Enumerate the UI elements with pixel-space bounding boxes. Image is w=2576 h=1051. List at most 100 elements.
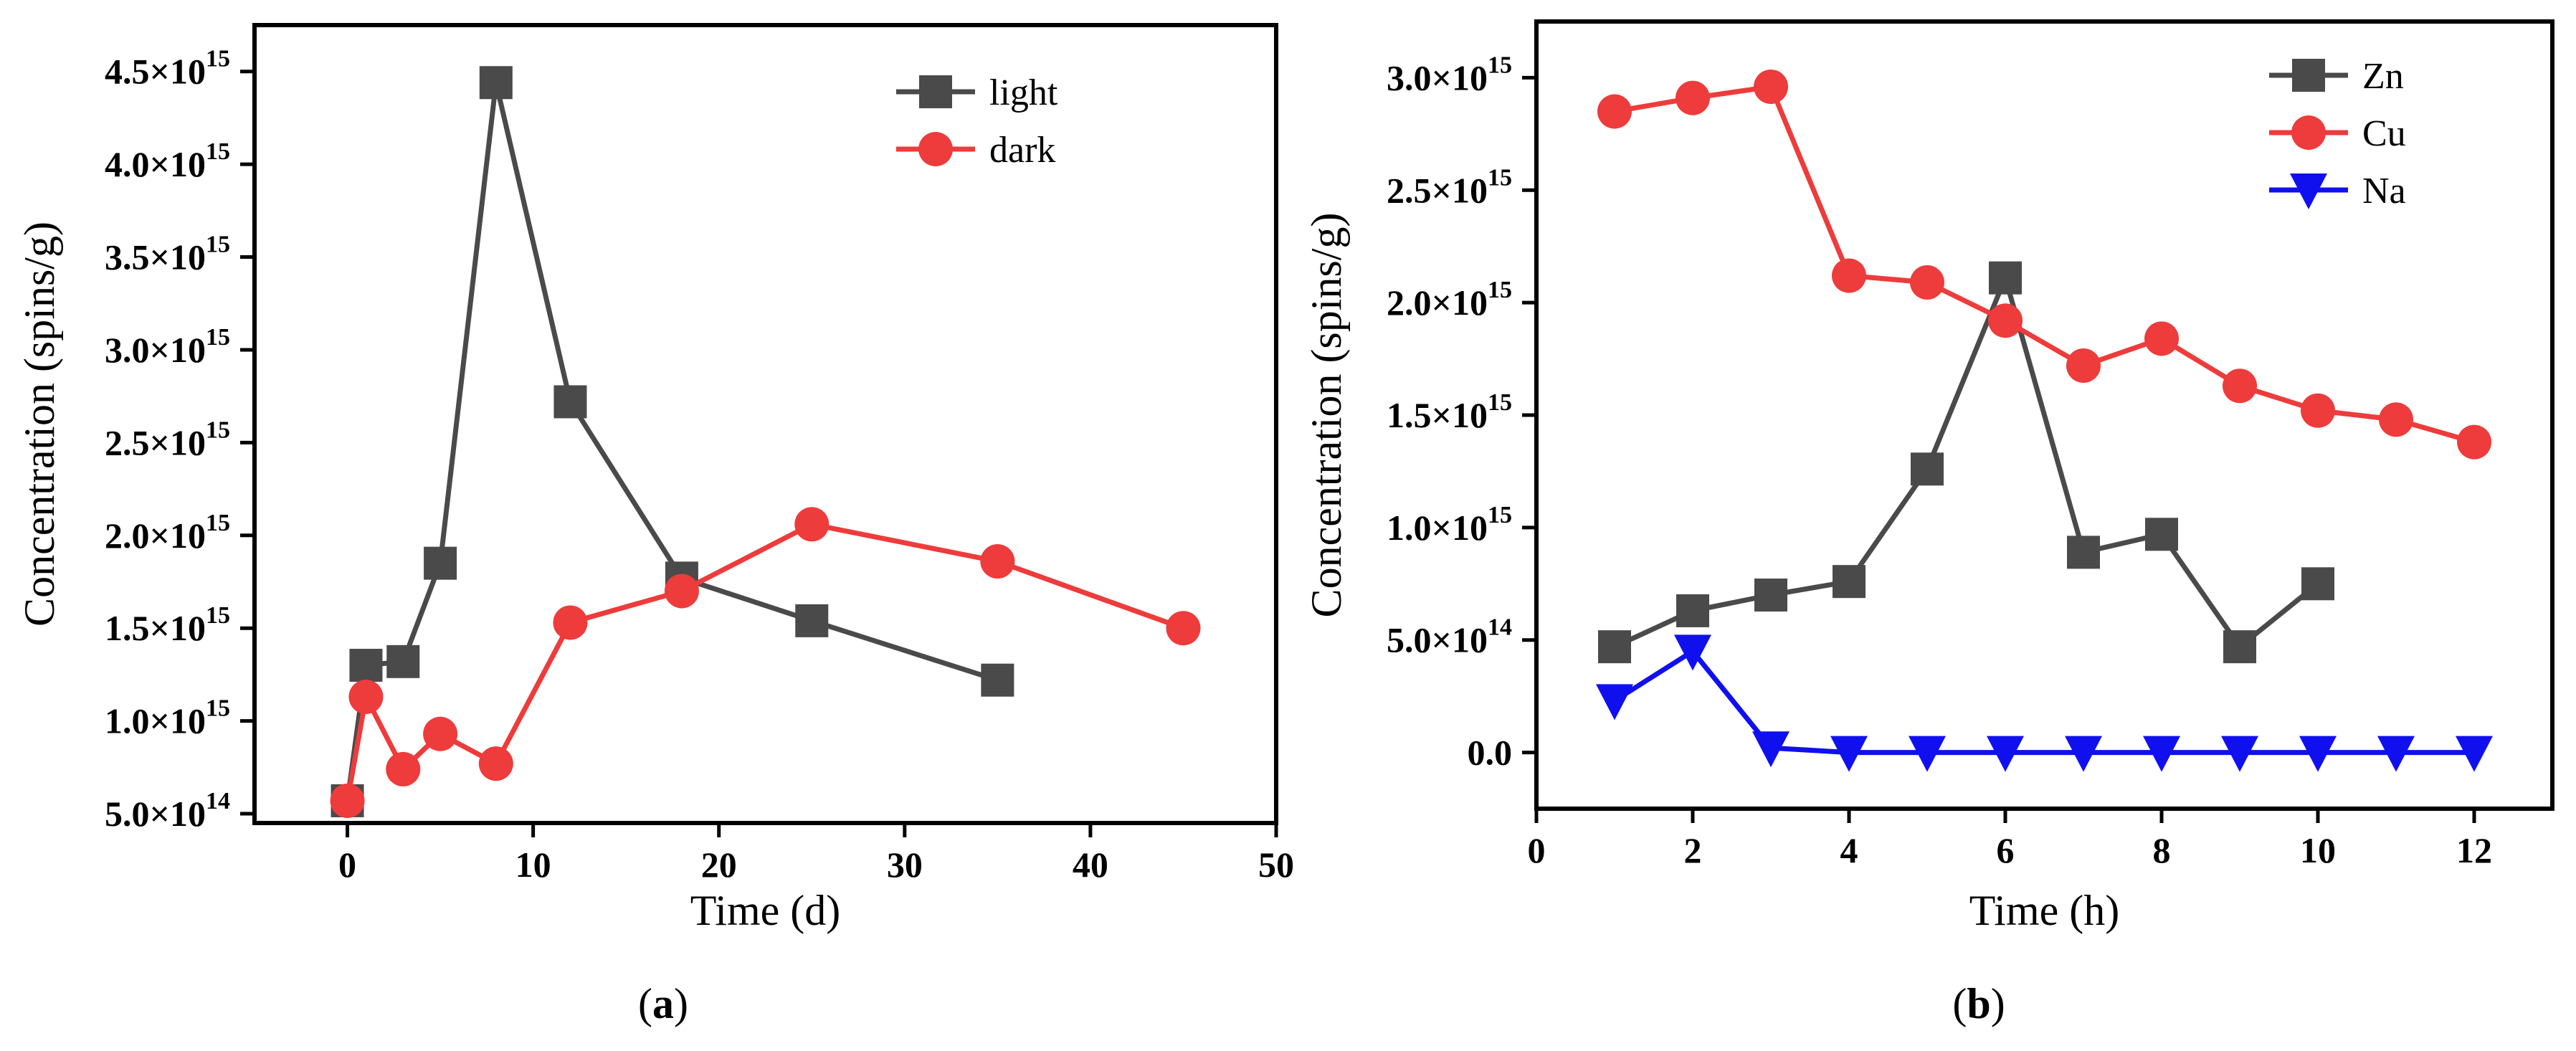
y-tick-label: 5.0×1014 [1387,614,1512,660]
data-point-zn [2223,630,2256,664]
x-tick-label: 12 [2456,830,2492,870]
y-tick-label: 2.5×1015 [1387,164,1512,210]
y-tick-label: 2.0×1015 [105,510,230,556]
y-tick-exponent: 15 [1488,277,1512,303]
x-tick-label: 8 [2153,830,2171,870]
y-tick-label: 1.5×1015 [105,602,230,648]
y-tick-mantissa: 4.5×10 [105,52,206,92]
y-tick-label: 4.0×1015 [105,138,230,184]
data-point-light [981,663,1014,697]
series-line-zn [1613,275,2320,650]
y-tick-exponent: 15 [1488,164,1512,191]
data-point-dark [664,574,699,609]
data-point-dark [348,679,384,714]
x-tick-label: 10 [2300,830,2336,870]
panel-label-open: ( [1952,980,1967,1027]
legend-marker-light [919,75,952,108]
x-tick-label: 50 [1258,845,1294,885]
series-line-cu [1614,84,2475,445]
series-light [331,66,1014,817]
panel-label-close: ) [1991,980,2005,1027]
y-tick-exponent: 15 [206,602,230,629]
legend-label-na: Na [2362,171,2406,211]
data-point-zn [1754,578,1787,612]
y-tick-mantissa: 5.0×10 [1387,620,1488,660]
data-point-na [2065,736,2102,772]
y-tick-mantissa: 1.0×10 [1387,508,1488,548]
y-tick-label: 1.0×1015 [1387,502,1512,548]
data-point-zn [1598,630,1631,664]
y-tick-mantissa: 3.5×10 [105,237,206,277]
y-tick-exponent: 15 [206,138,230,165]
y-tick-exponent: 15 [206,232,230,258]
y-tick-label: 5.0×1014 [105,788,230,834]
y-tick-exponent: 15 [206,510,230,536]
data-point-na [2143,736,2180,772]
y-tick-label: 1.5×1015 [1387,389,1512,435]
data-point-cu [1988,303,2023,338]
data-point-na [1752,731,1790,768]
legend-label-light: light [989,72,1058,113]
x-tick-label: 30 [887,845,923,885]
data-point-cu [1910,265,1944,300]
data-point-cu [1597,94,1632,129]
y-tick-mantissa: 0.0 [1468,733,1513,773]
series-line-dark [345,521,1184,802]
x-tick-label: 0 [338,845,356,885]
data-point-light [349,648,383,682]
data-point-na [1909,736,1946,772]
y-tick-exponent: 14 [206,788,230,814]
panel-label-close: ) [674,980,688,1027]
data-point-na [2456,736,2493,772]
y-axis-title: Concentration (spins/g) [16,222,63,627]
y-tick-exponent: 15 [206,695,230,722]
x-tick-label: 40 [1073,845,1108,885]
data-point-dark [423,716,458,751]
y-tick-mantissa: 2.0×10 [105,515,206,556]
y-tick-label: 3.0×1015 [1387,52,1512,98]
x-tick-label: 4 [1840,830,1858,870]
data-point-light [553,385,587,419]
data-point-cu [2144,321,2179,356]
data-point-na [1830,736,1868,772]
data-point-cu [2223,368,2257,404]
y-tick-mantissa: 2.0×10 [1387,282,1488,323]
data-point-zn [1833,565,1866,599]
y-tick-label: 2.5×1015 [105,417,230,462]
x-tick-label: 20 [701,845,737,885]
data-point-dark [553,605,588,640]
y-tick-mantissa: 1.5×10 [1387,395,1488,435]
data-point-cu [1676,80,1710,115]
y-tick-mantissa: 5.0×10 [105,794,206,834]
legend-marker-cu [2291,115,2326,150]
panel-label: (b) [1952,980,2005,1027]
data-point-dark [980,544,1015,579]
y-tick-mantissa: 1.0×10 [105,701,206,741]
y-tick-exponent: 15 [206,324,230,351]
data-point-light [424,546,457,580]
y-tick-exponent: 15 [1488,389,1512,416]
x-axis-title: Time (d) [690,887,840,934]
y-tick-label: 4.5×1015 [105,46,230,92]
y-tick-mantissa: 3.0×10 [1387,57,1488,98]
y-tick-label: 1.0×1015 [105,695,230,741]
y-tick-mantissa: 4.0×10 [105,144,206,184]
series-zn [1598,261,2334,664]
data-point-na [2221,736,2258,772]
plot-frame [252,23,1278,825]
data-point-cu [2301,393,2335,428]
y-tick-mantissa: 1.5×10 [105,608,206,648]
y-tick-mantissa: 3.0×10 [105,330,206,370]
panel-label-open: ( [638,980,652,1027]
data-point-zn [2067,536,2100,569]
y-tick-mantissa: 2.5×10 [105,422,206,462]
data-point-na [1596,684,1633,721]
series-line-light [345,80,999,802]
data-point-light [795,604,829,637]
chart-panel-a: 0 10 20 30 40 505.0×10141.0×10151.5×10152.0×1… [16,23,1294,1027]
y-tick-exponent: 15 [206,417,230,443]
legend: Zn Cu Na [2269,56,2406,211]
y-tick-exponent: 15 [206,46,230,72]
legend-marker-zn [2292,59,2325,92]
